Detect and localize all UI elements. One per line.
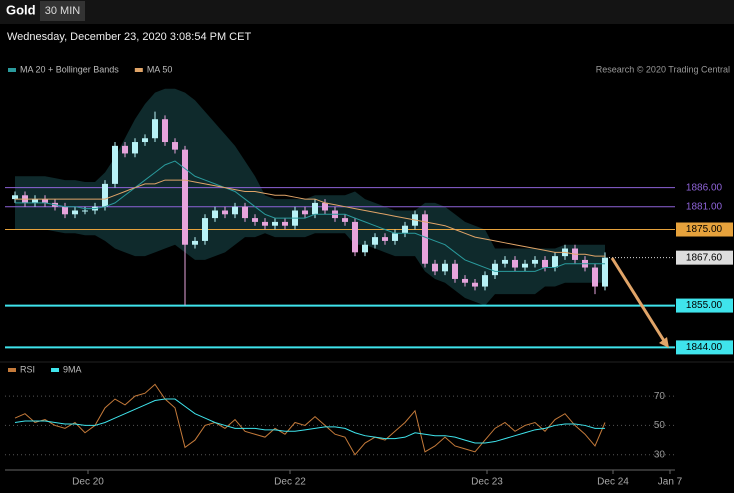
candle-body	[422, 214, 428, 264]
candle-body	[262, 221, 268, 226]
candle-body	[322, 202, 328, 211]
candle-body	[462, 278, 468, 283]
credit: Research © 2020 Trading Central	[596, 64, 730, 74]
level-label: 1881.00	[686, 201, 723, 212]
candle-body	[102, 183, 108, 207]
candle-body	[312, 202, 318, 215]
symbol: Gold	[6, 2, 36, 17]
legend-swatch	[51, 368, 60, 372]
legend-swatch	[8, 368, 16, 372]
legend-label: RSI	[20, 364, 35, 374]
candle-body	[172, 142, 178, 150]
candle-body	[212, 210, 218, 219]
level-label: 1844.00	[686, 342, 723, 353]
candle-body	[542, 259, 548, 268]
candle-body	[482, 275, 488, 287]
candle-body	[62, 206, 68, 215]
legend-label: MA 20 + Bollinger Bands	[20, 64, 119, 74]
y-tick-label: 50	[654, 420, 666, 431]
candle-body	[132, 142, 138, 154]
candle-body	[492, 263, 498, 276]
y-tick-label: 30	[654, 449, 666, 460]
bollinger-band	[15, 88, 605, 306]
header-bar	[0, 0, 734, 24]
candle-body	[432, 263, 438, 272]
candle-body	[12, 195, 18, 200]
indicator-line	[14, 398, 605, 444]
candle-body	[302, 210, 308, 215]
candle-body	[512, 259, 518, 268]
candle-body	[152, 119, 158, 139]
candle-body	[552, 256, 558, 268]
level-label-box	[676, 298, 733, 313]
candle-body	[82, 210, 88, 212]
x-tick-label: Jan 7	[658, 477, 683, 488]
level-label-box	[676, 250, 733, 265]
candle-body	[452, 263, 458, 279]
y-tick-label: 70	[654, 391, 666, 402]
forecast-arrow	[610, 257, 668, 345]
legend-label: MA 50	[147, 64, 173, 74]
level-label: 1875.00	[686, 224, 723, 235]
candle-body	[142, 138, 148, 143]
level-label: 1886.00	[686, 182, 723, 193]
x-tick-label: Dec 23	[471, 477, 503, 488]
candle-body	[282, 221, 288, 226]
interval: 30 MIN	[45, 5, 81, 17]
candle-body	[202, 218, 208, 241]
timestamp: Wednesday, December 23, 2020 3:08:54 PM …	[7, 31, 251, 43]
ma-line	[15, 179, 605, 257]
candle-body	[602, 257, 608, 287]
legend-swatch	[134, 68, 143, 72]
candle-body	[252, 218, 258, 222]
x-tick-label: Dec 20	[72, 477, 104, 488]
legend-swatch	[8, 68, 16, 72]
candle-body	[342, 218, 348, 222]
candle-body	[592, 267, 598, 287]
candle-body	[242, 206, 248, 219]
candle-body	[162, 119, 168, 143]
candle-body	[472, 282, 478, 287]
candle-body	[222, 210, 228, 215]
candle-body	[32, 199, 38, 203]
x-tick-label: Dec 22	[274, 477, 306, 488]
candle-body	[122, 145, 128, 154]
candle-body	[532, 259, 538, 264]
candle-body	[442, 263, 448, 272]
candle-body	[72, 210, 78, 215]
candle-body	[112, 145, 118, 184]
level-label-box	[676, 199, 733, 214]
candle-body	[362, 244, 368, 253]
level-label: 1855.00	[686, 300, 723, 311]
candle-body	[42, 199, 48, 203]
candle-body	[352, 221, 358, 253]
ma-line	[15, 160, 605, 272]
indicator-line	[14, 383, 606, 456]
level-label: 1867.60	[686, 252, 723, 263]
candle-body	[502, 259, 508, 264]
level-label-box	[676, 180, 733, 195]
forecast-arrowhead	[659, 337, 669, 348]
x-tick-label: Dec 24	[597, 477, 629, 488]
level-label-box	[676, 222, 733, 237]
candle-body	[402, 225, 408, 234]
candle-body	[522, 263, 528, 268]
candle-body	[372, 237, 378, 245]
candle-body	[192, 240, 198, 245]
interval-box	[40, 1, 85, 21]
candle-body	[272, 221, 278, 226]
candle-body	[232, 206, 238, 215]
candle-body	[182, 149, 188, 245]
level-label-box	[676, 340, 733, 355]
candle-body	[382, 237, 388, 241]
candle-body	[392, 233, 398, 241]
legend-label: 9MA	[63, 364, 82, 374]
